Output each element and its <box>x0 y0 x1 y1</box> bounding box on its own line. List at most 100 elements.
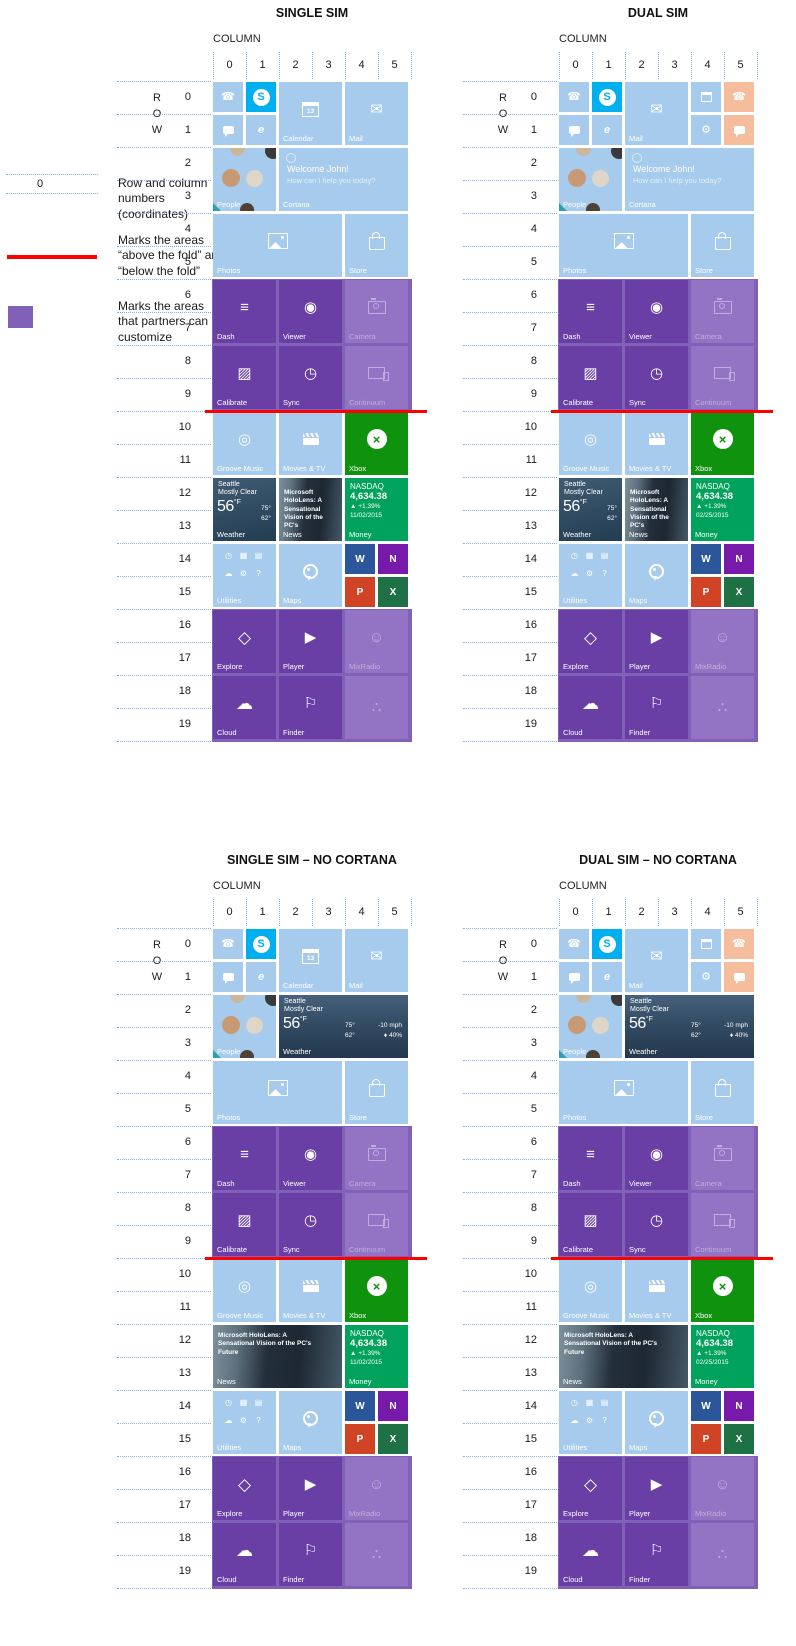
dotted-line <box>691 899 692 926</box>
row-number: 2 <box>184 1004 191 1016</box>
messaging-tile <box>559 962 589 992</box>
row-number: 19 <box>178 1565 191 1577</box>
dotted-line <box>463 1423 557 1424</box>
weather-condition: Mostly Clear <box>284 1006 323 1013</box>
row-number: 7 <box>184 1169 191 1181</box>
dotted-line <box>463 411 557 412</box>
dotted-line <box>625 52 626 79</box>
dotted-line <box>117 1159 211 1160</box>
stock-index: NASDAQ <box>696 482 730 491</box>
row-number: 0 <box>184 91 191 103</box>
office-letter-icon: N <box>389 1400 397 1412</box>
messaging2-tile <box>724 962 754 992</box>
smiley-icon: ☺ <box>714 628 731 646</box>
column-number: 1 <box>259 59 266 71</box>
legend-partner-text: Marks the areas that partners can custom… <box>118 299 209 344</box>
row-number: 18 <box>178 1532 191 1544</box>
weather-wind-precip: -10 mph ♦ 40% <box>724 1021 748 1042</box>
mixradio-tile: ☺ MixRadio <box>345 610 408 673</box>
finder-tile-label: Finder <box>629 728 651 737</box>
stock-index: NASDAQ <box>350 482 384 491</box>
camera-tile-label: Camera <box>695 1179 722 1188</box>
xbox-icon: × <box>366 1276 387 1296</box>
money-tile: NASDAQ 4,634.38 ▲ +1.39% 02/25/2015 Money <box>691 478 754 541</box>
dash-icon: ≡ <box>586 1145 595 1163</box>
stock-change: ▲ +1.39% <box>350 1350 381 1357</box>
movies-tv-tile: Movies & TV <box>625 1259 688 1322</box>
dotted-line <box>117 994 211 995</box>
column-number: 1 <box>605 906 612 918</box>
stock-change: ▲ +1.39% <box>696 1350 727 1357</box>
finder-tile: ⚐ Finder <box>625 1523 688 1586</box>
row-number: 1 <box>184 971 191 983</box>
utility-mini-icons: ◷ ▦ ▤ ☁ ⚙? <box>567 552 612 578</box>
word-tile: W <box>345 1391 375 1421</box>
sync-tile: ◷ Sync <box>279 346 342 409</box>
cube-icon: ◇ <box>583 1474 598 1494</box>
row-number: 0 <box>184 938 191 950</box>
column-number: 5 <box>737 59 744 71</box>
dotted-line <box>117 708 211 709</box>
fold-line <box>551 1257 773 1260</box>
photos-tile: Photos <box>213 1061 342 1124</box>
dotted-line <box>463 1126 557 1127</box>
avatar <box>586 1050 600 1058</box>
dotted-line <box>117 543 211 544</box>
partner-swatch <box>8 306 33 328</box>
weather-precip-value: 40% <box>734 1032 748 1040</box>
store-icon <box>714 1079 731 1097</box>
calibrate-tile-label: Calibrate <box>217 1245 248 1254</box>
smiley-icon: ☺ <box>368 1475 385 1493</box>
dash-tile: ≡ Dash <box>559 1127 622 1190</box>
phone2-tile: ☎ <box>724 929 754 959</box>
weather-hi-lo: 75° 62° <box>345 1021 355 1042</box>
row-number: 9 <box>184 388 191 400</box>
flag-icon: ⚐ <box>303 1541 318 1559</box>
weather-temp: 56°F <box>217 498 241 516</box>
dotted-line <box>559 899 560 926</box>
bubble-icon <box>733 973 745 984</box>
dotted-line <box>463 81 557 82</box>
dash-icon: ≡ <box>586 298 595 316</box>
photo-icon <box>267 1080 288 1096</box>
cortana-question: How can I help you today? <box>633 176 722 185</box>
dotted-line <box>724 52 725 79</box>
dotted-line <box>117 1522 211 1523</box>
row-number: 4 <box>530 223 537 235</box>
utility-mini-icon: ▤ <box>600 551 609 560</box>
xbox-icon: × <box>712 429 733 449</box>
dotted-line <box>463 642 557 643</box>
dotted-line <box>117 1423 211 1424</box>
mixradio-tile-label: MixRadio <box>349 1509 381 1518</box>
weather-wind-precip: -10 mph ♦ 40% <box>378 1021 402 1042</box>
settings-tile: ⚙ <box>691 962 721 992</box>
column-number: 1 <box>259 906 266 918</box>
office-letter-icon: X <box>389 586 397 598</box>
utility-mini-icon: ? <box>256 1416 261 1425</box>
people-tile-label: People <box>563 1047 587 1056</box>
utility-mini-icon: ⚙ <box>585 1416 594 1425</box>
mail-tile-label: Mail <box>629 981 643 990</box>
dotted-line <box>246 899 247 926</box>
calendar-tile-label: Calendar <box>283 981 314 990</box>
calibrate-tile-label: Calibrate <box>217 398 248 407</box>
dotted-line <box>117 741 211 742</box>
weather-hi-lo: 75° 62° <box>261 504 271 525</box>
messaging2-tile <box>724 115 754 145</box>
dotted-line <box>463 1258 557 1259</box>
camera-tile: Camera <box>691 1127 754 1190</box>
weather-city: Seattle <box>564 481 586 488</box>
row-number: 4 <box>184 223 191 235</box>
cube-icon: ◇ <box>583 627 598 647</box>
finder-tile-label: Finder <box>283 1575 305 1584</box>
row-number: 13 <box>524 520 537 532</box>
explore-tile: ◇ Explore <box>559 1457 622 1520</box>
maps-tile-label: Maps <box>283 1443 302 1452</box>
stock-index: NASDAQ <box>696 1329 730 1338</box>
dotted-line <box>463 444 557 445</box>
phone-icon: ☎ <box>567 937 581 950</box>
dotted-line <box>463 543 557 544</box>
dotted-line <box>757 899 758 926</box>
dotted-line <box>463 1456 557 1457</box>
